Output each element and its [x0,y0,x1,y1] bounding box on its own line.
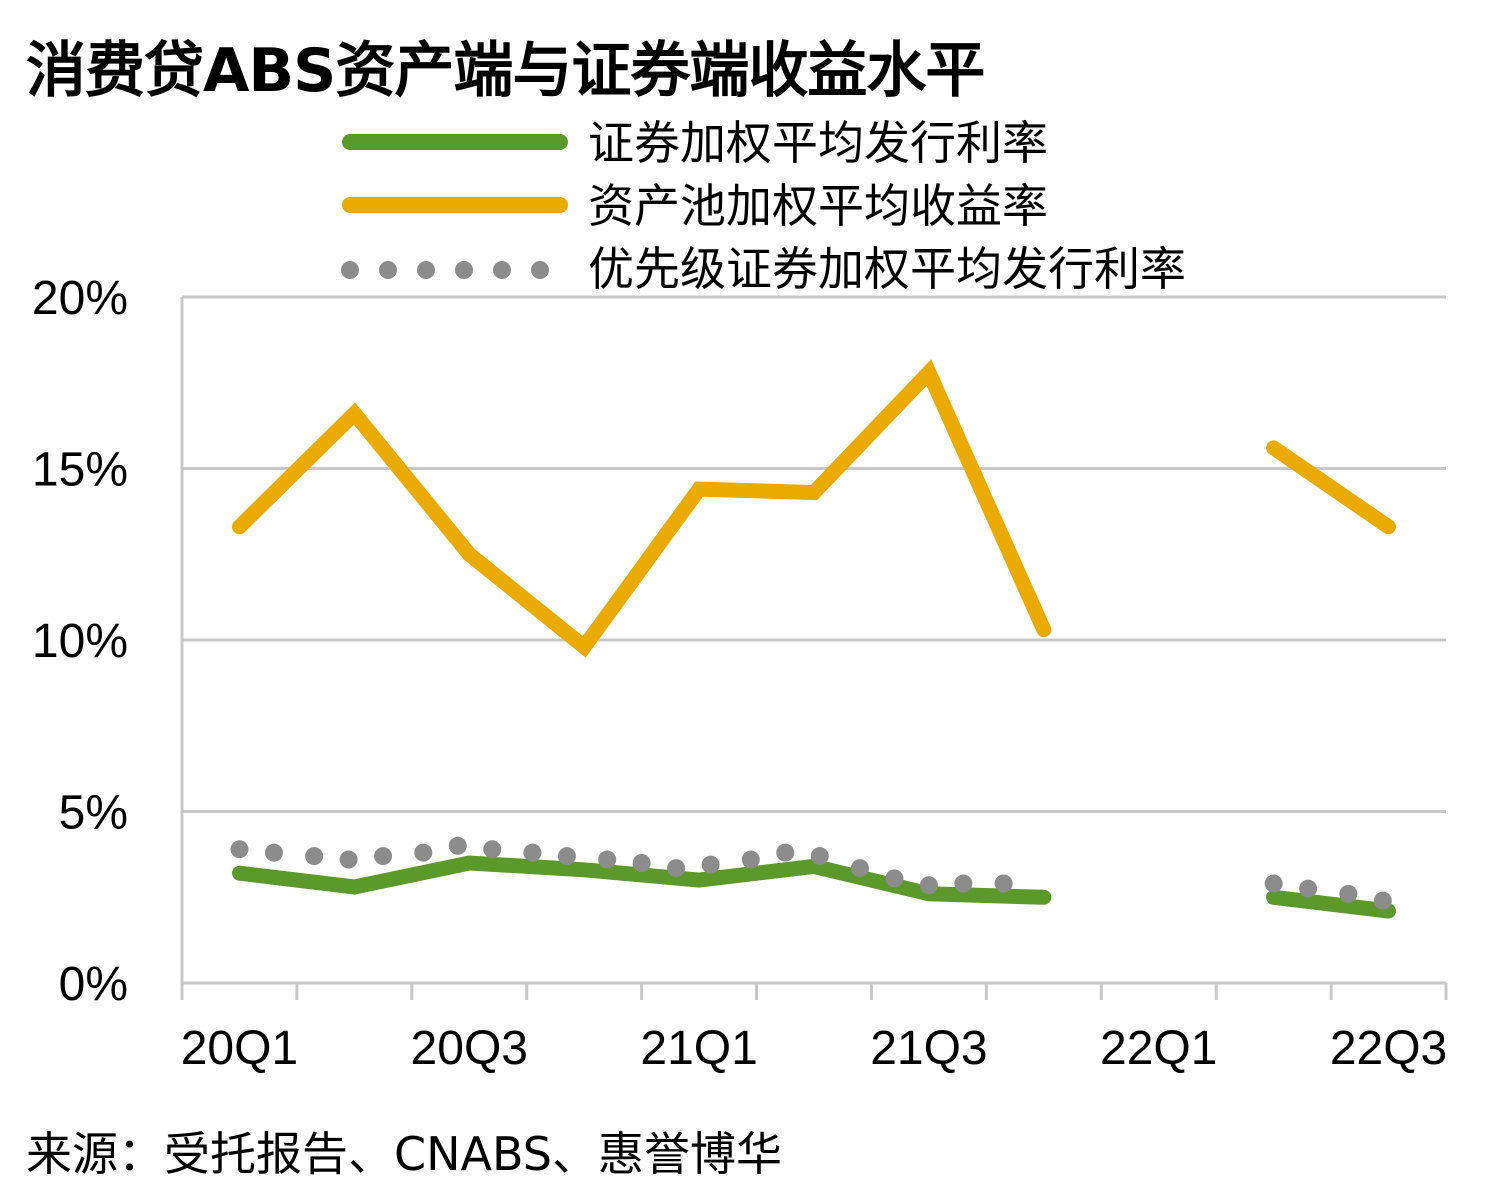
series-0 [232,855,1396,919]
series-point [598,850,617,869]
x-tick-label: 22Q1 [1100,1022,1217,1075]
series-line [1266,440,1396,535]
series-point [374,847,393,866]
legend-entry: 证券加权平均发行利率 [342,116,1048,170]
series-point [523,843,542,862]
legend-label: 证券加权平均发行利率 [588,116,1048,170]
series-point [1264,874,1283,893]
legend-entry: 资产池加权平均收益率 [342,179,1048,233]
series-point [414,843,433,862]
series-point [305,847,324,866]
chart-title: 消费贷ABS资产端与证券端收益水平 [26,36,985,106]
x-tick-label: 22Q3 [1330,1022,1447,1075]
legend-label: 资产池加权平均收益率 [588,179,1048,233]
y-tick-label: 5% [59,787,128,840]
series-line [232,359,1052,658]
series-point [483,840,502,859]
legend-swatch-dot [379,261,397,279]
series-point [1339,884,1358,903]
x-tick-label: 20Q3 [411,1022,528,1075]
legend-label: 优先级证券加权平均发行利率 [588,242,1186,296]
legend-swatch-dot [341,261,359,279]
series-point [954,874,973,893]
y-tick-label: 20% [32,272,128,325]
series-point [339,850,358,869]
series-point [557,847,576,866]
series-point [632,853,651,872]
series-point [701,855,720,874]
x-tick-label: 21Q3 [870,1022,987,1075]
series-point [850,859,869,878]
x-tick-label: 20Q1 [181,1022,298,1075]
series-point [919,876,938,895]
series-layer [230,359,1396,919]
series-point [776,843,795,862]
series-point [448,836,467,855]
series-point [1373,891,1392,910]
series-2 [230,836,1392,910]
legend-entry: 优先级证券加权平均发行利率 [341,242,1186,296]
y-tick-label: 0% [59,958,128,1011]
legend-swatch-dot [493,261,511,279]
grid-lines [182,295,1446,813]
y-tick-label: 10% [32,615,128,668]
series-point [1299,879,1318,898]
series-point [230,840,249,859]
x-tick-label: 21Q1 [640,1022,757,1075]
legend-swatch-dot [531,261,549,279]
series-line [1266,889,1396,919]
legend-swatch-dot [417,261,435,279]
legend-swatch-dot [455,261,473,279]
series-point [994,874,1013,893]
series-point [667,859,686,878]
series-point [810,847,829,866]
series-1 [232,359,1396,658]
tick-labels: 0% 5% 10% 15% 20% 20Q1 20Q3 21Q1 21Q3 22Q1 22Q3 [32,272,1447,1075]
series-point [264,843,283,862]
series-point [741,850,760,869]
source-note: 来源：受托报告、CNABS、惠誉博华 [26,1127,782,1181]
y-tick-label: 15% [32,444,128,497]
axes [180,297,1448,1000]
series-line [232,855,1052,905]
series-point [885,869,904,888]
